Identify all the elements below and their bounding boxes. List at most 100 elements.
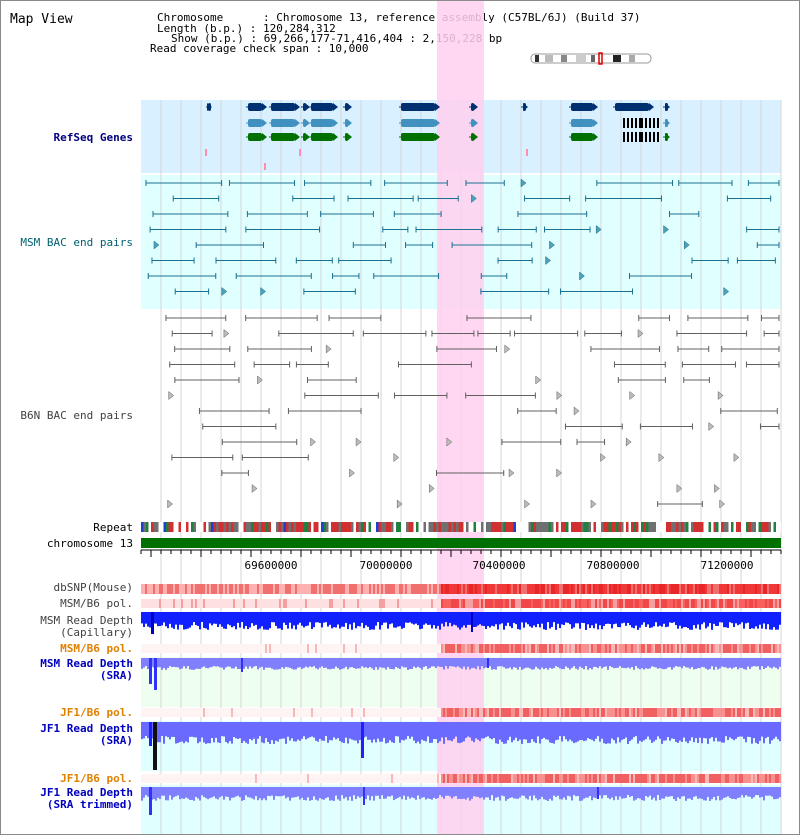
depth-bar (369, 658, 371, 668)
heat-cell (761, 599, 763, 608)
heat-cell (663, 708, 665, 717)
depth-bar (189, 787, 191, 800)
repeat-segment (536, 522, 539, 532)
repeat-segment (306, 522, 309, 532)
heat-cell (447, 708, 449, 717)
heat-cell (607, 599, 609, 608)
depth-bar (507, 612, 509, 623)
depth-bar (411, 722, 413, 737)
depth-bar (187, 787, 189, 799)
depth-bar (401, 612, 403, 629)
depth-bar (211, 658, 213, 667)
heat-cell (587, 774, 589, 783)
heat-cell (693, 774, 695, 783)
depth-bar (773, 612, 775, 628)
heat-cell (485, 708, 487, 717)
bac-end-marker (355, 437, 362, 447)
depth-bar (525, 658, 527, 668)
heat-cell (227, 584, 229, 594)
heat-cell (485, 774, 487, 783)
depth-bar (577, 722, 579, 742)
depth-bar (603, 787, 605, 796)
bac-end-marker (471, 193, 477, 204)
heat-cell (289, 774, 291, 783)
heat-cell (495, 708, 497, 717)
heat-cell (347, 708, 349, 717)
heat-cell (629, 584, 631, 594)
depth-bar (689, 722, 691, 741)
depth-bar (657, 658, 659, 669)
heat-cell (339, 644, 341, 653)
heat-cell (655, 584, 657, 594)
heat-cell (507, 774, 509, 783)
heat-cell (583, 708, 585, 717)
track-label-refseq[interactable]: RefSeq Genes (53, 131, 133, 144)
heat-cell (739, 584, 741, 594)
depth-bar (377, 612, 379, 623)
bac-end-marker (393, 452, 400, 463)
heat-cell (593, 708, 595, 717)
depth-bar (233, 612, 235, 627)
depth-bar (161, 787, 163, 796)
heat-cell (537, 708, 539, 717)
depth-bar (147, 612, 149, 627)
heat-cell (233, 584, 235, 594)
depth-bar (719, 722, 721, 742)
bac-end-marker (545, 255, 551, 266)
heat-cell (183, 708, 185, 717)
repeat-segment (608, 522, 611, 532)
heat-cell (181, 774, 183, 783)
heat-cell (761, 774, 763, 783)
heat-cell (575, 708, 577, 717)
depth-bar (449, 612, 451, 623)
heat-cell (227, 708, 229, 717)
heat-cell (235, 708, 237, 717)
heat-cell (317, 644, 319, 653)
heat-cell (439, 584, 441, 594)
depth-bar (675, 787, 677, 801)
depth-bar (593, 787, 595, 798)
depth-bar (575, 722, 577, 743)
depth-bar (715, 787, 717, 801)
depth-bar (253, 787, 255, 800)
depth-bar (647, 612, 649, 625)
depth-bar (269, 658, 271, 668)
repeat-segment (436, 522, 439, 532)
heat-cell (627, 644, 629, 653)
repeat-segment (756, 522, 759, 532)
heat-cell (167, 599, 169, 608)
depth-bar (579, 787, 581, 801)
heat-cell (329, 584, 331, 594)
heat-cell (357, 774, 359, 783)
heat-cell (387, 599, 389, 608)
heat-cell (671, 644, 673, 653)
heat-cell (367, 599, 369, 608)
heat-cell (773, 774, 775, 783)
heat-cell (281, 644, 283, 653)
heat-cell (287, 708, 289, 717)
heat-cell (491, 599, 493, 608)
heat-cell (261, 774, 263, 783)
heat-cell (631, 599, 633, 608)
depth-bar (329, 612, 331, 625)
heat-cell (207, 644, 209, 653)
depth-bar (669, 722, 671, 741)
depth-bar (397, 612, 399, 627)
repeat-segment (633, 522, 636, 532)
track-label-msm-bac[interactable]: MSM BAC end pairs (20, 236, 133, 249)
heat-cell (309, 708, 311, 717)
heat-cell (667, 774, 669, 783)
depth-bar (363, 612, 365, 629)
depth-bar (189, 612, 191, 628)
heat-cell (733, 644, 735, 653)
depth-bar (585, 722, 587, 741)
track-label-b6n-bac[interactable]: B6N BAC end pairs (20, 409, 133, 422)
depth-bar (235, 658, 237, 667)
heat-cell (203, 774, 205, 783)
heat-cell (701, 644, 703, 653)
depth-bar (581, 612, 583, 623)
depth-bar (427, 612, 429, 625)
depth-bar (707, 658, 709, 670)
heat-cell (453, 708, 455, 717)
